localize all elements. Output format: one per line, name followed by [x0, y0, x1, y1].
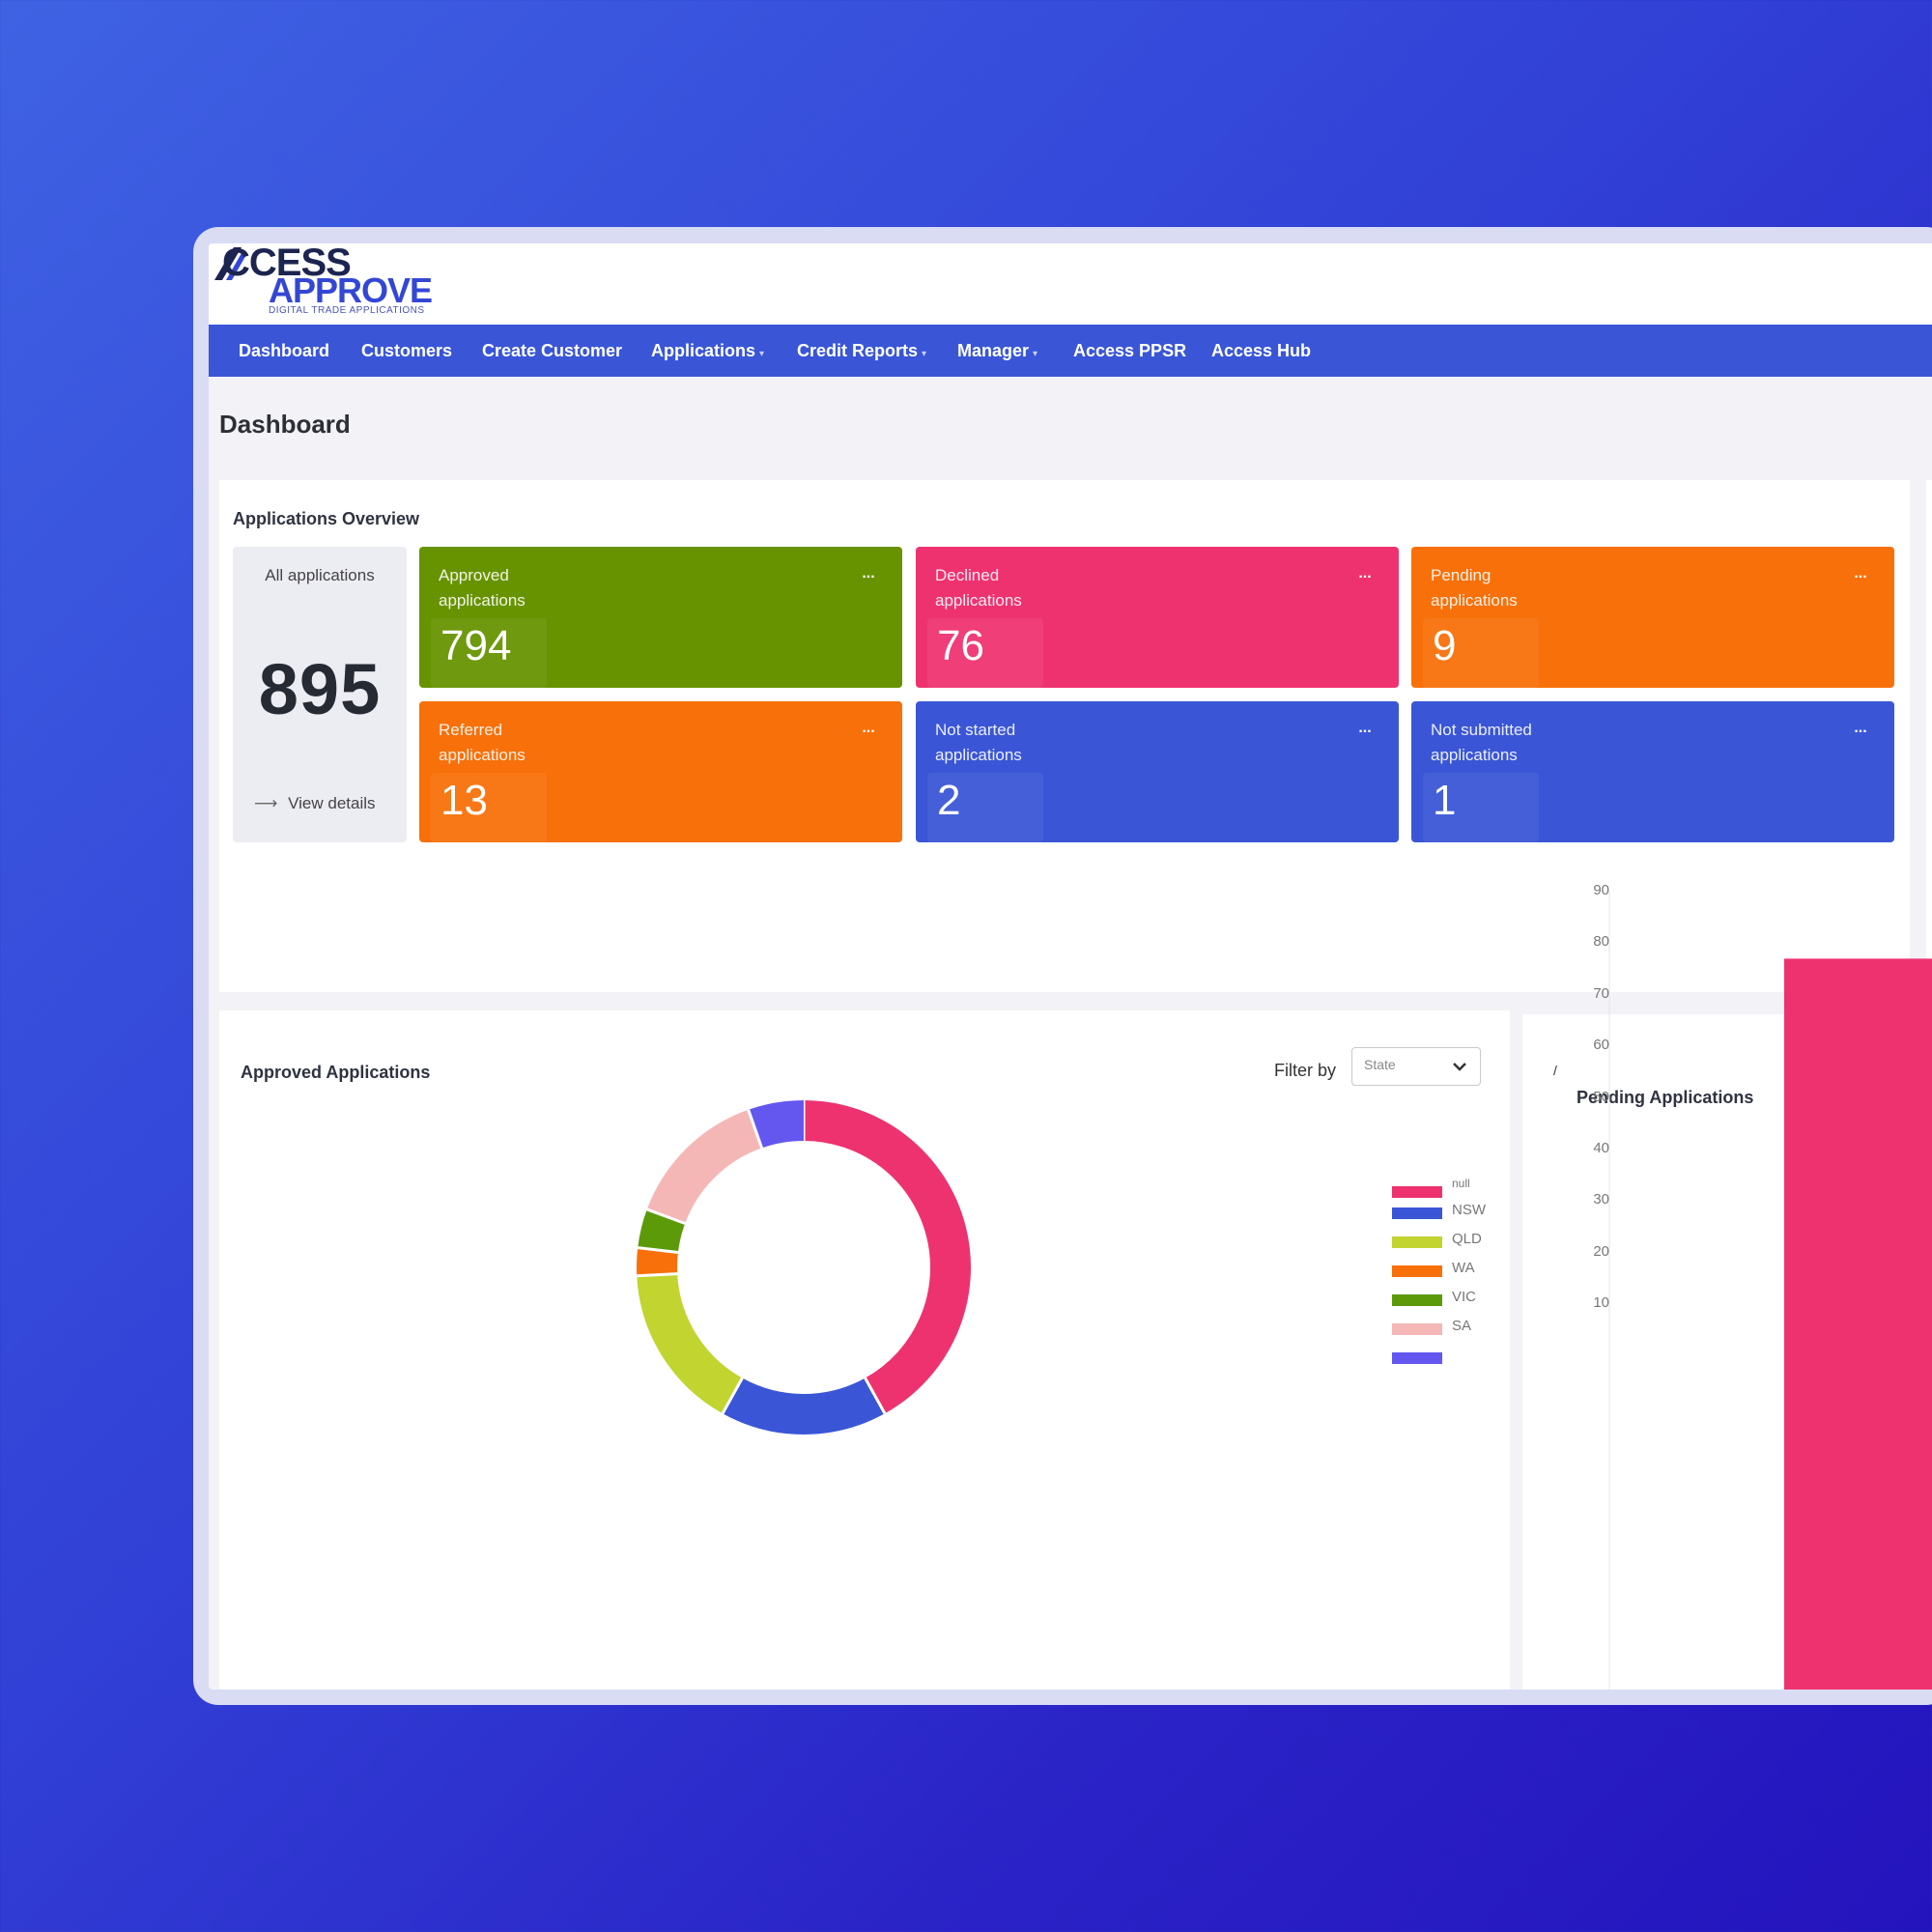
overview-title: Applications Overview — [233, 509, 420, 528]
donut-slice-unlabeled[interactable] — [748, 1100, 805, 1149]
pending-chart-title: Pending Applications — [1577, 1088, 1754, 1107]
more-icon[interactable]: ... — [1358, 565, 1372, 582]
y-tick-label: 90 — [1593, 882, 1609, 898]
slice-separator — [721, 1377, 744, 1414]
legend-label: NSW — [1452, 1202, 1486, 1218]
nav-item-access-ppsr[interactable]: Access PPSR — [1073, 341, 1187, 360]
nav-item-credit-reports[interactable]: Credit Reports ▾ — [797, 341, 927, 360]
legend-label: VIC — [1452, 1289, 1477, 1305]
filter-label: Filter by — [1274, 1061, 1337, 1080]
app-window: CCESS APPROVE DIGITAL TRADE APPLICATIONS… — [209, 243, 1932, 1690]
legend-label: null — [1452, 1177, 1470, 1190]
tile-value: 9 — [1433, 622, 1457, 669]
donut-slice-sa[interactable] — [646, 1109, 763, 1225]
y-tick-label: 50 — [1593, 1088, 1609, 1105]
slice-separator — [638, 1246, 679, 1255]
legend-swatch — [1392, 1294, 1442, 1306]
nav-item-create-customer[interactable]: Create Customer — [482, 341, 623, 360]
y-tick-label: 40 — [1593, 1139, 1609, 1156]
more-icon[interactable]: ... — [1854, 565, 1867, 582]
y-tick-label: 60 — [1593, 1037, 1609, 1054]
legend-swatch — [1392, 1186, 1442, 1198]
all-applications-card[interactable]: All applications 895 ⟶ View details — [233, 547, 407, 842]
arrow-right-icon: ⟶ — [254, 794, 278, 812]
caret-down-icon: ▾ — [759, 349, 765, 359]
tile-not-submitted[interactable]: Not submitted applications 1 ... — [1411, 701, 1894, 842]
y-tick-label: 10 — [1593, 1294, 1609, 1311]
y-tick-label: 80 — [1593, 933, 1609, 951]
caret-down-icon: ▾ — [922, 349, 927, 359]
all-applications-label: All applications — [265, 566, 375, 584]
tile-pending[interactable]: Pending applications 9 ... — [1411, 547, 1894, 688]
pending-bar-chart — [1608, 892, 1932, 1690]
tile-approved[interactable]: Approved applications 794 ... — [419, 547, 902, 688]
legend-swatch — [1392, 1236, 1442, 1248]
logo-tagline: DIGITAL TRADE APPLICATIONS — [269, 305, 425, 316]
legend-label: SA — [1452, 1318, 1472, 1334]
y-tick-label: 70 — [1593, 984, 1609, 1002]
legend-label: QLD — [1452, 1231, 1482, 1247]
slice-separator — [637, 1272, 678, 1278]
page-title: Dashboard — [219, 410, 351, 439]
approved-applications-panel: Approved Applications — [219, 1010, 1510, 1690]
legend-swatch — [1392, 1323, 1442, 1335]
tile-value: 13 — [440, 777, 488, 824]
logo-mark-icon — [214, 247, 247, 280]
tile-value: 2 — [937, 777, 961, 824]
approved-donut-chart — [637, 1100, 971, 1435]
y-tick-label: 20 — [1593, 1242, 1609, 1260]
donut-slice-null[interactable] — [803, 1100, 971, 1414]
slice-separator — [864, 1377, 887, 1414]
tile-value: 1 — [1433, 777, 1457, 824]
more-icon[interactable]: ... — [862, 565, 875, 582]
legend-label: WA — [1452, 1260, 1475, 1276]
main-nav: Dashboard Customers Create Customer Appl… — [209, 325, 1932, 377]
more-icon[interactable]: ... — [862, 720, 875, 736]
bar[interactable] — [1784, 958, 1932, 1690]
nav-item-dashboard[interactable]: Dashboard — [239, 341, 330, 360]
y-tick-label: 30 — [1593, 1191, 1609, 1208]
chevron-down-icon — [1453, 1063, 1466, 1071]
caret-down-icon: ▾ — [1033, 349, 1038, 359]
more-icon[interactable]: ... — [1358, 720, 1372, 736]
top-bar: CCESS APPROVE DIGITAL TRADE APPLICATIONS — [209, 243, 1932, 325]
approved-chart-title: Approved Applications — [241, 1063, 431, 1082]
state-filter-select[interactable]: State — [1351, 1047, 1481, 1086]
slice-separator — [646, 1208, 686, 1225]
view-details-link[interactable]: ⟶ View details — [254, 794, 376, 812]
donut-slice-nsw[interactable] — [723, 1378, 885, 1435]
all-applications-count: 895 — [258, 649, 382, 729]
nav-item-customers[interactable]: Customers — [361, 341, 453, 360]
nav-item-manager[interactable]: Manager ▾ — [957, 341, 1038, 360]
chart-marker: / — [1553, 1063, 1557, 1078]
tile-referred[interactable]: Referred applications 13 ... — [419, 701, 902, 842]
nav-item-applications[interactable]: Applications ▾ — [651, 341, 765, 360]
tile-value: 76 — [937, 622, 984, 669]
slice-separator — [747, 1109, 763, 1149]
side-panel — [1926, 480, 1932, 992]
legend-swatch — [1392, 1208, 1442, 1219]
app-logo[interactable]: CCESS APPROVE DIGITAL TRADE APPLICATIONS — [213, 243, 435, 325]
donut-slice-qld[interactable] — [637, 1273, 743, 1414]
tile-value: 794 — [440, 622, 512, 669]
logo-text-top: CCESS — [222, 243, 352, 284]
legend-swatch — [1392, 1352, 1442, 1364]
more-icon[interactable]: ... — [1854, 720, 1867, 736]
tile-not-started[interactable]: Not started applications 2 ... — [916, 701, 1399, 842]
tile-declined[interactable]: Declined applications 76 ... — [916, 547, 1399, 688]
nav-item-access-hub[interactable]: Access Hub — [1211, 341, 1312, 360]
legend-swatch — [1392, 1265, 1442, 1277]
logo-text-bottom: APPROVE — [269, 270, 433, 310]
